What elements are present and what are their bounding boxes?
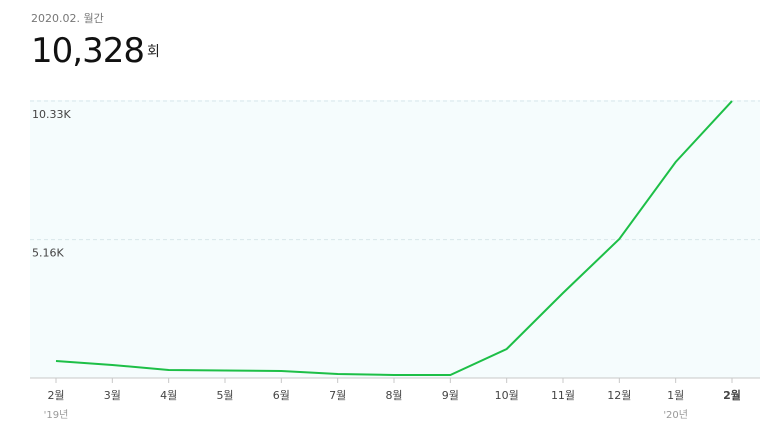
x-tick-label: 2월 — [723, 388, 741, 402]
year-label: '20년 — [663, 409, 688, 421]
total-value: 10,328 회 — [31, 31, 160, 71]
y-tick-label: 5.16K — [32, 247, 64, 260]
period: 2020.02. 월간 — [31, 12, 104, 25]
x-tick-label: 1월 — [667, 389, 684, 402]
x-tick-label: 12월 — [607, 389, 631, 402]
total-number: 10,328 — [31, 31, 144, 71]
x-tick-label: 8월 — [385, 389, 402, 402]
plot-area — [30, 100, 760, 378]
x-tick-label: 4월 — [160, 389, 177, 402]
x-tick-label: 6월 — [273, 389, 290, 402]
x-tick-label: 11월 — [551, 389, 575, 402]
total-unit: 회 — [147, 44, 160, 60]
x-tick-label: 5월 — [216, 389, 233, 402]
x-tick-label: 3월 — [104, 389, 121, 402]
x-tick-label: 9월 — [442, 389, 459, 402]
year-label: '19년 — [44, 409, 69, 421]
y-tick-label: 10.33K — [32, 108, 71, 121]
data-line — [55, 100, 733, 376]
x-tick-label: 7월 — [329, 389, 346, 402]
x-tick-label: 10월 — [495, 389, 519, 402]
x-tick-label: 2월 — [47, 389, 64, 402]
